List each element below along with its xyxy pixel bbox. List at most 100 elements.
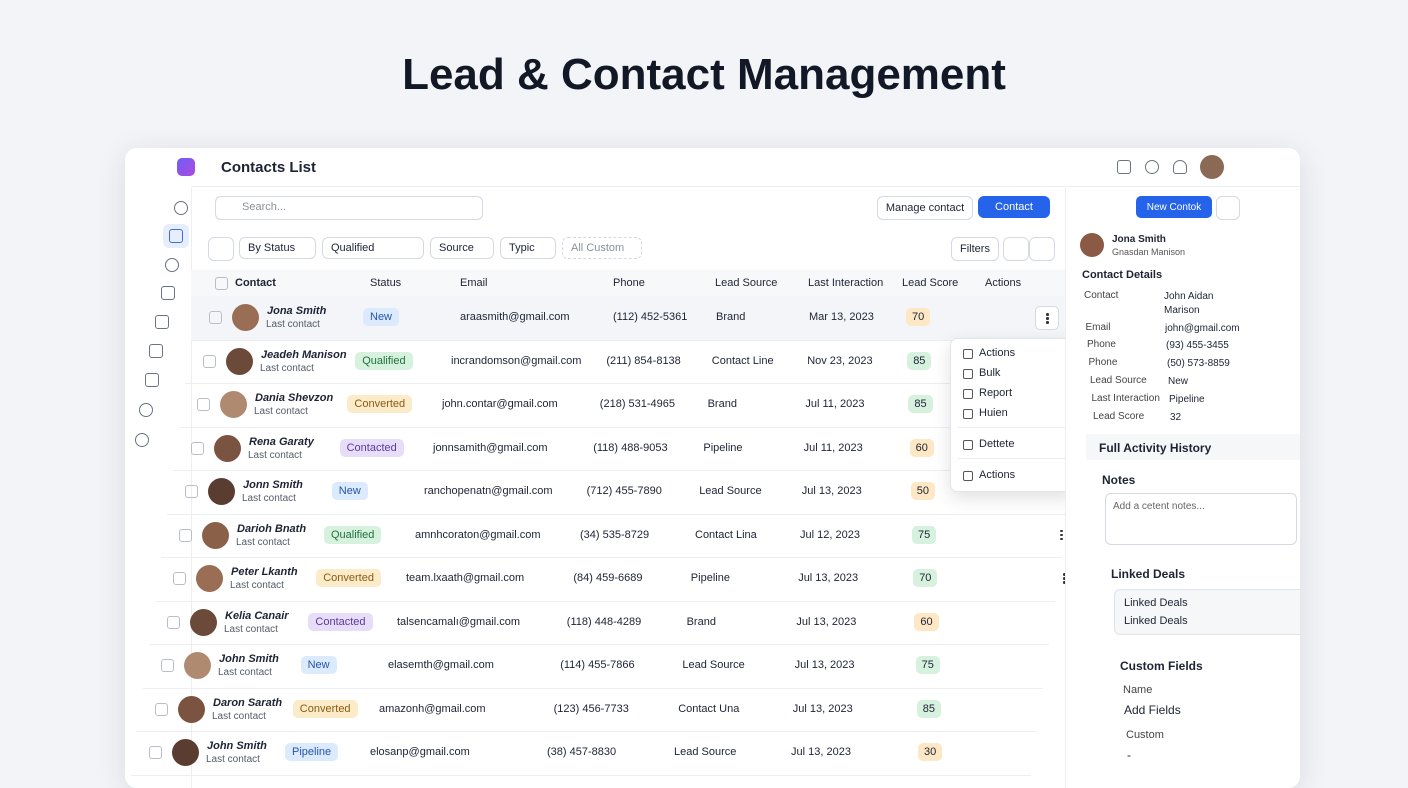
column-header[interactable]: Last Interaction: [808, 277, 884, 289]
more-button[interactable]: [1216, 196, 1240, 220]
field-label: Lead Score: [1093, 411, 1145, 422]
column-header[interactable]: Contact: [235, 277, 276, 289]
table-row[interactable]: [173, 427, 1073, 471]
header-checkbox[interactable]: [215, 277, 228, 290]
lead-source: Lead Source: [682, 659, 745, 671]
table-row[interactable]: [149, 601, 1049, 645]
phone: (84) 459-6689: [573, 572, 643, 584]
contact-name[interactable]: Darioh Bnath: [237, 522, 307, 535]
column-header[interactable]: Lead Score: [902, 277, 959, 289]
search-box[interactable]: Search...: [215, 196, 483, 220]
sort-up-button[interactable]: [1003, 237, 1029, 261]
last-interaction: Jul 13, 2023: [794, 659, 855, 671]
row-checkbox[interactable]: [185, 485, 198, 498]
last-interaction: Jul 12, 2023: [800, 528, 860, 541]
nav-icon[interactable]: [165, 258, 179, 272]
lead-source: Contact Una: [678, 702, 740, 715]
menu-item[interactable]: Actions: [979, 347, 1016, 359]
kebab-dot: [1060, 529, 1063, 532]
column-header[interactable]: Phone: [613, 277, 645, 289]
activity-bar[interactable]: [1086, 434, 1300, 460]
contact-name[interactable]: Peter Lkanth: [231, 566, 298, 578]
row-checkbox[interactable]: [155, 702, 168, 716]
table-row[interactable]: [167, 470, 1067, 515]
table-row[interactable]: [155, 557, 1055, 602]
row-checkbox[interactable]: [167, 615, 180, 629]
column-header[interactable]: Actions: [985, 277, 1022, 289]
row-actions-button[interactable]: [1053, 567, 1075, 589]
lead-score: 60: [909, 438, 934, 457]
section-title[interactable]: Contact Details: [1082, 269, 1163, 281]
row-checkbox[interactable]: [191, 441, 204, 455]
table-row[interactable]: [161, 514, 1061, 558]
header-icon[interactable]: [1145, 160, 1159, 174]
menu-item[interactable]: Huien: [979, 407, 1008, 419]
header-avatar[interactable]: [1200, 155, 1224, 179]
filter-dropdown[interactable]: Qualified: [322, 237, 424, 259]
nav-icon[interactable]: [145, 373, 159, 387]
filter-dropdown[interactable]: All Custom: [562, 237, 642, 259]
contact-name[interactable]: John Smith: [219, 653, 279, 665]
contact-name[interactable]: Daron Sarath: [213, 696, 283, 709]
table-row[interactable]: [137, 688, 1037, 732]
table-row[interactable]: [185, 340, 1085, 384]
contact-subtitle: Last contact: [266, 319, 320, 330]
filter-dropdown[interactable]: By Status: [239, 237, 316, 259]
row-actions-button[interactable]: [1050, 524, 1072, 546]
column-header[interactable]: Lead Source: [715, 277, 778, 289]
phone: (211) 854-8138: [606, 354, 681, 367]
contact-name[interactable]: Rena Garaty: [249, 435, 314, 448]
sort-down-button[interactable]: [1029, 237, 1055, 261]
menu-icon: [963, 440, 973, 450]
nav-icon[interactable]: [135, 433, 149, 447]
nav-icon[interactable]: [169, 229, 183, 243]
row-checkbox[interactable]: [197, 398, 210, 411]
menu-item[interactable]: Report: [979, 387, 1013, 399]
section-title[interactable]: Custom Fields: [1120, 659, 1203, 673]
column-header[interactable]: Status: [370, 277, 402, 289]
table-row[interactable]: [179, 383, 1079, 428]
contact-name[interactable]: Dania Shevzon: [255, 392, 334, 404]
nav-icon[interactable]: [149, 344, 163, 358]
profile-avatar: [1080, 233, 1104, 257]
column-header[interactable]: Email: [460, 277, 488, 289]
contact-name[interactable]: Kelia Canair: [225, 609, 289, 622]
manage-button[interactable]: Manage contact: [877, 196, 973, 220]
row-checkbox[interactable]: [161, 659, 174, 672]
add-contact-button[interactable]: Contact: [978, 196, 1050, 218]
nav-icon[interactable]: [155, 315, 169, 329]
filters-button[interactable]: Filters: [951, 237, 999, 261]
row-checkbox[interactable]: [173, 572, 186, 585]
section-title[interactable]: Full Activity History: [1099, 441, 1212, 455]
contact-name[interactable]: Jeadeh Manison: [261, 348, 347, 361]
filter-icon-button[interactable]: [208, 237, 234, 261]
detail-panel: New Contok Jona Smith Gnasdan Manison Conta…: [1065, 188, 1300, 788]
email: amazonh@gmail.com: [379, 702, 486, 715]
row-checkbox[interactable]: [209, 311, 222, 324]
table-row[interactable]: [191, 296, 1091, 341]
menu-item[interactable]: Actions: [979, 469, 1016, 481]
lead-score: 85: [907, 351, 932, 370]
status-badge: Converted: [347, 395, 413, 413]
contact-name[interactable]: Jona Smith: [267, 305, 327, 317]
menu-item[interactable]: Bulk: [979, 367, 1001, 379]
phone: (114) 455-7866: [560, 659, 635, 671]
row-checkbox[interactable]: [149, 746, 162, 759]
new-contact-button[interactable]: New Contok: [1136, 196, 1212, 218]
contact-name[interactable]: John Smith: [207, 740, 267, 752]
lead-source: Lead Source: [699, 485, 762, 497]
nav-icon[interactable]: [139, 403, 153, 417]
nav-icon[interactable]: [161, 286, 175, 300]
header-icon[interactable]: [1173, 160, 1187, 174]
row-checkbox[interactable]: [203, 354, 216, 368]
row-checkbox[interactable]: [179, 528, 192, 542]
contact-name[interactable]: Jonn Smith: [243, 479, 303, 491]
row-actions-button[interactable]: [1035, 306, 1059, 330]
notes-input[interactable]: Add a cetent notes...: [1105, 493, 1297, 545]
linked-deals-card[interactable]: Linked Deals Linked Deals: [1114, 589, 1300, 635]
menu-item[interactable]: Dettete: [979, 438, 1015, 450]
filter-dropdown[interactable]: Typic: [500, 237, 556, 259]
table-row[interactable]: [143, 644, 1043, 689]
header-icon[interactable]: [1117, 160, 1131, 174]
filter-dropdown[interactable]: Source: [430, 237, 494, 259]
